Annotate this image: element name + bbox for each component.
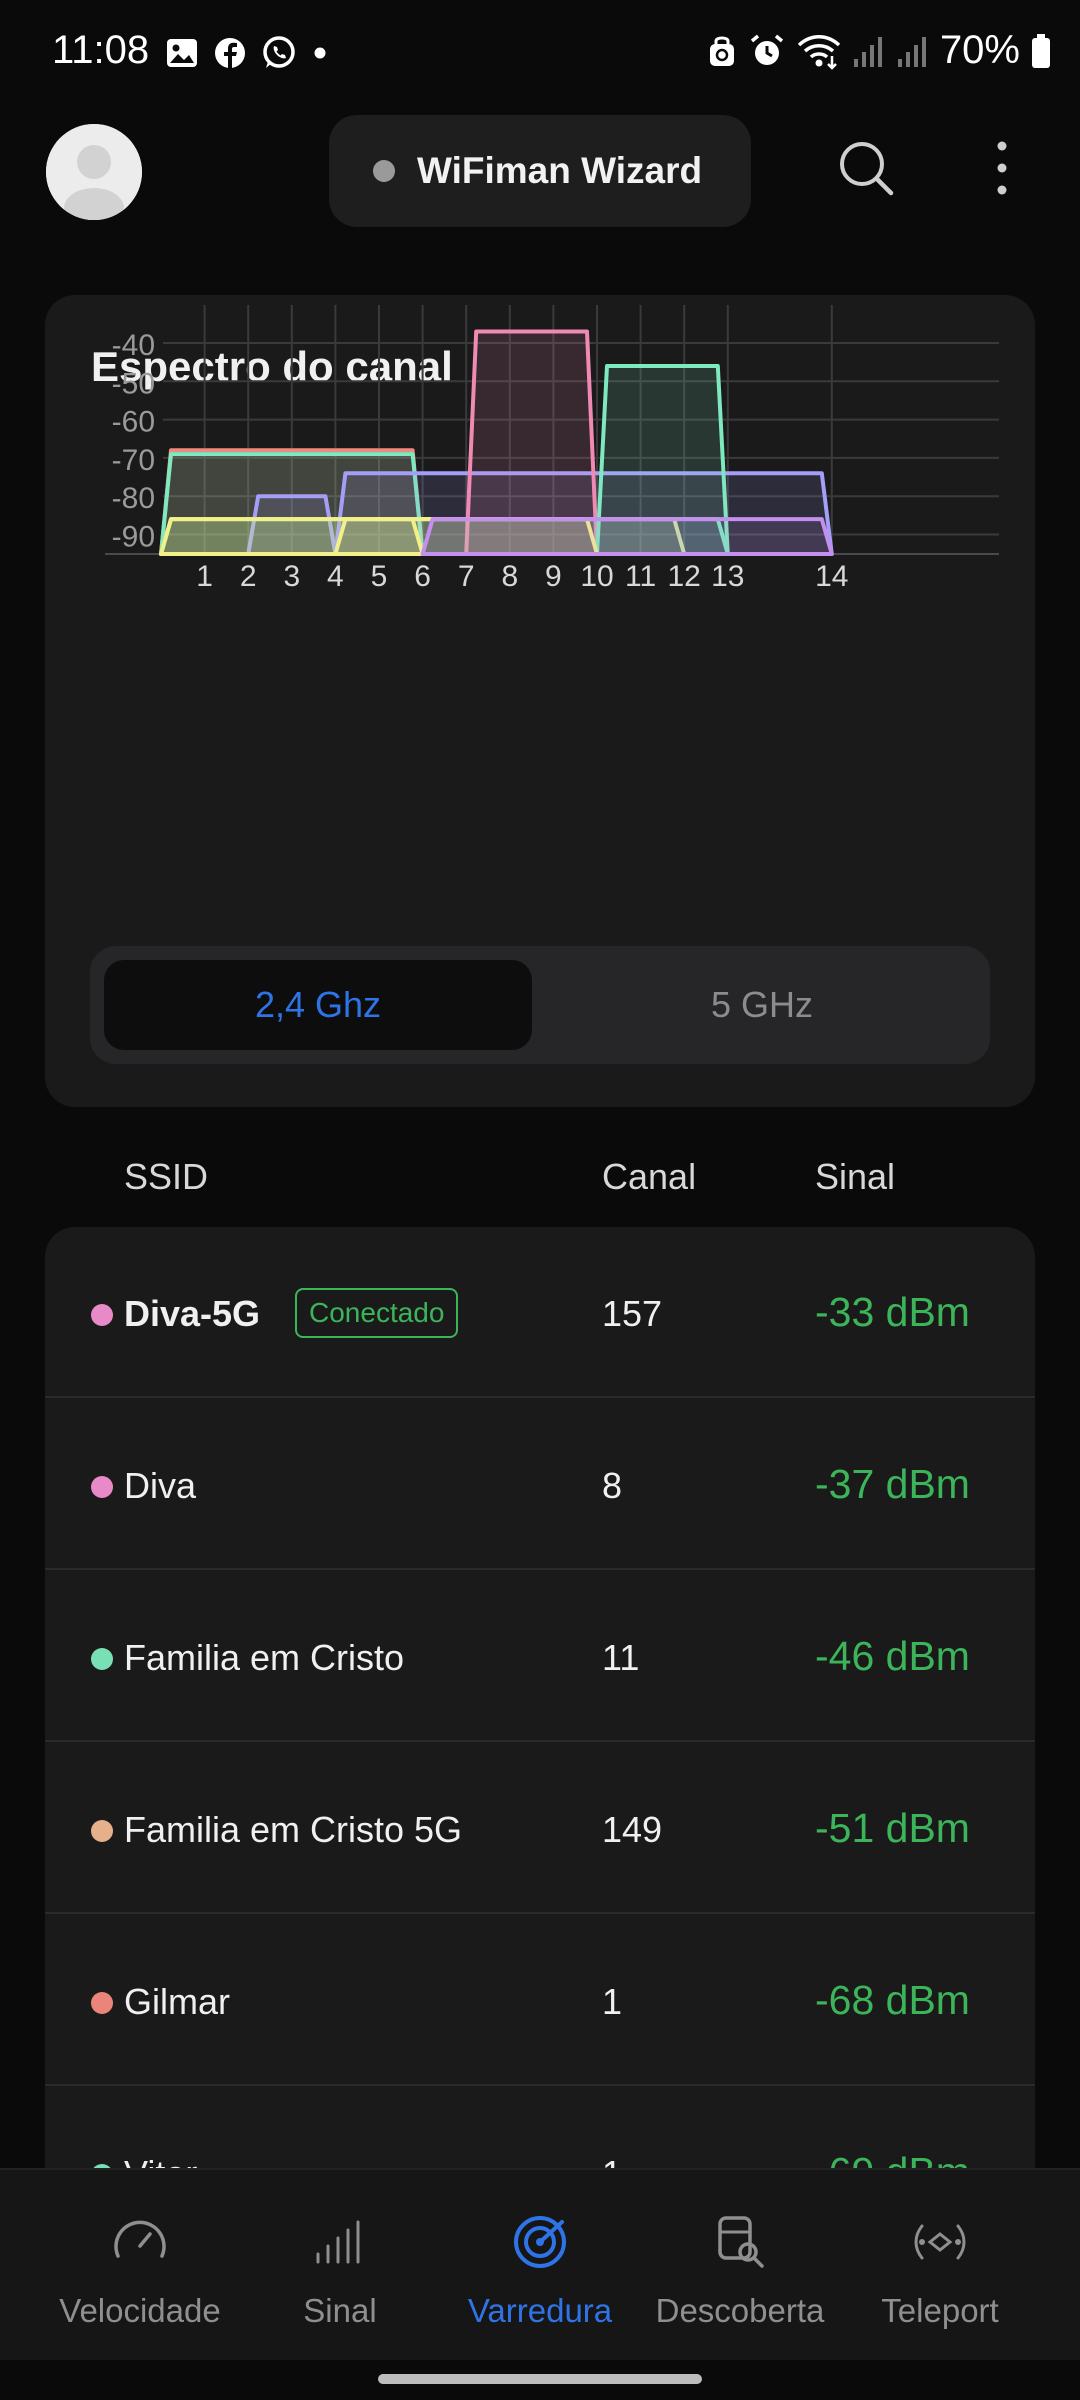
network-row[interactable]: Diva-5G Conectado 157 -33 dBm <box>45 1227 1035 1398</box>
network-row[interactable]: Diva 8 -37 dBm <box>45 1399 1035 1570</box>
dot-icon <box>314 47 326 59</box>
network-signal: -68 dBm <box>815 1977 970 2023</box>
connected-badge: Conectado <box>295 1288 459 1338</box>
system-icons: 70% <box>706 28 1052 73</box>
x-tick-label: 11 <box>625 560 656 593</box>
network-ssid: Familia em Cristo <box>124 1637 405 1678</box>
network-row[interactable]: Familia em Cristo 5G 149 -51 dBm <box>45 1743 1035 1914</box>
alarm-icon <box>750 34 784 65</box>
channel-area <box>420 517 834 556</box>
nav-label: Teleport <box>881 2292 999 2329</box>
teleport-icon <box>914 2224 966 2260</box>
lock-icon <box>709 36 734 66</box>
network-color-dot <box>91 1820 113 1842</box>
network-signal: -46 dBm <box>815 1633 970 1679</box>
network-signal: -33 dBm <box>815 1289 970 1335</box>
x-tick-label: 4 <box>327 560 344 593</box>
y-tick-label: -70 <box>112 444 155 477</box>
network-ssid: Familia em Cristo 5G <box>124 1809 463 1850</box>
network-signal: -51 dBm <box>815 1805 970 1851</box>
more-options-button[interactable] <box>980 138 1024 198</box>
x-tick-label: 14 <box>815 560 848 593</box>
band-toggle: 2,4 Ghz 5 GHz <box>90 946 990 1064</box>
nav-item-teleport[interactable]: Teleport <box>840 2170 1040 2362</box>
search-icon <box>840 142 894 196</box>
network-color-dot <box>91 1992 113 2014</box>
network-list: Diva-5G Conectado 157 -33 dBm Diva 8 -37 dBm Fa… <box>45 1227 1035 2227</box>
x-tick-label: 7 <box>458 560 475 593</box>
network-channel: 8 <box>602 1465 623 1506</box>
band-option-2-4ghz[interactable]: 2,4 Ghz <box>104 960 532 1050</box>
whatsapp-icon <box>263 36 295 68</box>
y-tick-label: -50 <box>112 367 155 400</box>
nav-item-velocidade[interactable]: Velocidade <box>40 2170 240 2362</box>
network-ssid: Diva <box>124 1465 197 1506</box>
column-ssid[interactable]: SSID <box>124 1156 209 1197</box>
wizard-status-dot <box>373 160 395 182</box>
y-tick-label: -80 <box>112 482 155 515</box>
network-channel: 157 <box>602 1293 663 1334</box>
battery-percent: 70% <box>939 28 1020 72</box>
nav-label: Descoberta <box>655 2292 825 2329</box>
nav-item-sinal[interactable]: Sinal <box>240 2170 440 2362</box>
x-tick-label: 9 <box>545 560 562 593</box>
x-tick-label: 10 <box>580 560 613 593</box>
search-button[interactable] <box>836 138 896 198</box>
network-ssid: Gilmar <box>124 1981 230 2022</box>
notification-icons <box>164 34 330 72</box>
network-channel: 149 <box>602 1809 663 1850</box>
nav-label: Sinal <box>303 2292 377 2329</box>
y-tick-label: -40 <box>112 329 155 362</box>
wifi-icon <box>797 34 841 70</box>
network-signal: -37 dBm <box>815 1461 970 1507</box>
radar-icon <box>514 2216 566 2268</box>
speedometer-icon <box>114 2220 166 2258</box>
wifiman-wizard-button[interactable]: WiFiman Wizard <box>329 115 751 227</box>
nav-item-varredura[interactable]: Varredura <box>440 2170 640 2362</box>
channel-spectrum-card: Espectro do canal -40 -50 -60 -70 -80 -90 1 2 3 4… <box>45 295 1035 1107</box>
x-tick-label: 8 <box>501 560 518 593</box>
nav-label: Velocidade <box>59 2292 221 2329</box>
signal-icon <box>853 36 882 67</box>
nav-label: Varredura <box>467 2292 613 2329</box>
bottom-navigation: Velocidade Sinal Varredura Descoberta Telepo… <box>0 2168 1080 2360</box>
more-vertical-icon <box>997 141 1007 195</box>
y-tick-label: -60 <box>112 406 155 439</box>
x-tick-label: 2 <box>240 560 257 593</box>
network-color-dot <box>91 1648 113 1670</box>
network-channel: 1 <box>602 1981 623 2022</box>
wizard-label: WiFiman Wizard <box>417 150 703 191</box>
band-option-5ghz[interactable]: 5 GHz <box>710 984 814 1025</box>
y-tick-label: -90 <box>112 521 155 554</box>
network-row[interactable]: Gilmar 1 -68 dBm <box>45 1915 1035 2086</box>
status-time: 11:08 <box>52 28 150 72</box>
x-tick-label: 13 <box>711 560 744 593</box>
signal-bars-icon <box>316 2220 360 2264</box>
network-row[interactable]: Familia em Cristo 11 -46 dBm <box>45 1571 1035 1742</box>
nav-item-descoberta[interactable]: Descoberta <box>640 2170 840 2362</box>
column-canal[interactable]: Canal <box>602 1156 697 1197</box>
home-indicator[interactable] <box>378 2374 702 2384</box>
signal-icon <box>897 36 926 67</box>
network-color-dot <box>91 1304 113 1326</box>
avatar[interactable] <box>46 124 142 220</box>
network-channel: 11 <box>602 1637 640 1678</box>
x-tick-label: 5 <box>371 560 388 593</box>
x-tick-label: 1 <box>196 560 213 593</box>
battery-icon <box>1032 33 1050 68</box>
x-tick-label: 6 <box>414 560 431 593</box>
device-search-icon <box>718 2216 764 2268</box>
x-tick-label: 3 <box>283 560 300 593</box>
gallery-icon <box>167 39 197 67</box>
status-bar: 11:08 <box>0 0 1080 100</box>
x-tick-label: 12 <box>668 560 701 593</box>
network-ssid: Diva-5G <box>124 1293 261 1334</box>
column-sinal[interactable]: Sinal <box>815 1156 896 1197</box>
spectrum-chart: -40-50-60-70-80-901 2 3 4 5 6 7 8 9 10 11 12 13 14 <box>105 305 999 593</box>
network-color-dot <box>91 1476 113 1498</box>
avatar-icon <box>46 124 142 220</box>
facebook-icon <box>215 38 245 68</box>
